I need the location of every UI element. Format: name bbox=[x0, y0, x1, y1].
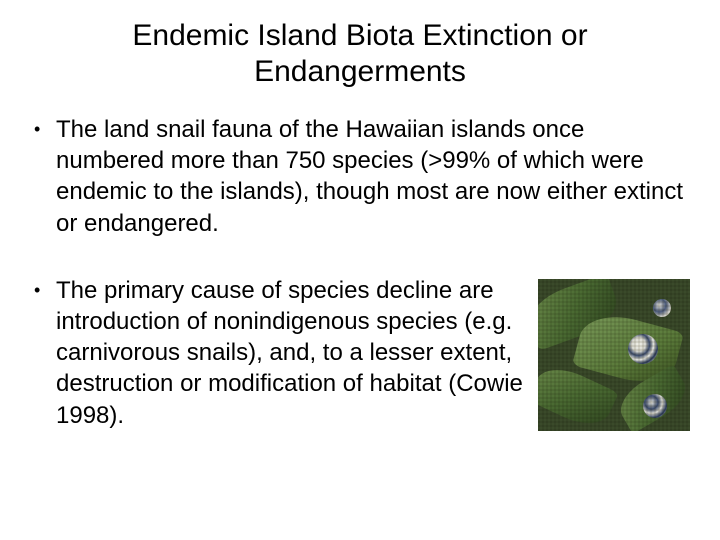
bullet-text-2: The primary cause of species decline are… bbox=[56, 275, 530, 431]
bullet-marker: • bbox=[30, 275, 56, 431]
snail-photo bbox=[538, 279, 690, 431]
slide-title: Endemic Island Biota Extinction or Endan… bbox=[30, 18, 690, 90]
bullet-text-1: The land snail fauna of the Hawaiian isl… bbox=[56, 114, 690, 239]
bullet-item-1: • The land snail fauna of the Hawaiian i… bbox=[30, 114, 690, 239]
bullet-marker: • bbox=[30, 114, 56, 239]
bullet-item-2: • The primary cause of species decline a… bbox=[30, 275, 530, 431]
